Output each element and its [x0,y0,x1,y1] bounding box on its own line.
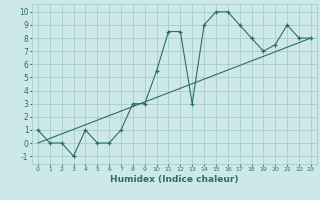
X-axis label: Humidex (Indice chaleur): Humidex (Indice chaleur) [110,175,239,184]
